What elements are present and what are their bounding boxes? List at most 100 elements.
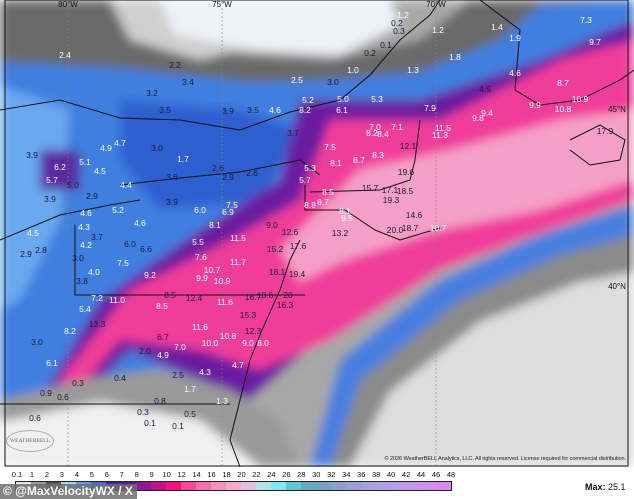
snowfall-value-label: 15.3 [240, 310, 257, 320]
snowfall-value-label: 6.9 [222, 207, 234, 217]
snowfall-value-label: 0.3 [393, 26, 405, 36]
snowfall-value-label: 17.6 [290, 241, 307, 251]
snowfall-value-label: 3.0 [327, 77, 339, 87]
lon-label-70w: 70°W [426, 0, 446, 9]
snowfall-value-label: 6.0 [124, 239, 136, 249]
source-watermark: © @MaxVelocityWX / X [0, 484, 137, 499]
snowfall-value-label: 2.2 [169, 60, 181, 70]
legend-tick-label: 12 [177, 470, 186, 479]
legend-swatch [391, 482, 406, 490]
legend-swatch [331, 482, 346, 490]
snowfall-value-label: 4.3 [78, 222, 90, 232]
snowfall-value-label: 2.8 [35, 245, 47, 255]
legend-swatch [271, 482, 286, 490]
snowfall-value-label: 8.7 [353, 155, 365, 165]
snowfall-value-label: 5.7 [299, 175, 311, 185]
snowfall-value-label: 17.1 [382, 185, 399, 195]
snowfall-value-label: 7.5 [226, 200, 238, 210]
copyright-notice: © 2026 WeatherBELL Analytics, LLC. All r… [384, 456, 626, 462]
legend-tick-label: 34 [342, 470, 351, 479]
snowfall-value-label: 12.4 [186, 293, 203, 303]
legend-swatch [226, 482, 241, 490]
snowfall-value-label: 3.4 [182, 77, 194, 87]
snowfall-value-label: 17.9 [597, 126, 614, 136]
legend-swatch [196, 482, 211, 490]
snowfall-value-label: 0.1 [144, 418, 156, 428]
snowfall-value-label: 1.9 [509, 33, 521, 43]
snowfall-value-label: 18.5 [397, 186, 414, 196]
snowfall-value-label: 3.9 [166, 197, 178, 207]
snowfall-value-label: 4.4 [120, 180, 132, 190]
snowfall-value-label: 2.5 [291, 75, 303, 85]
snowfall-value-label: 6.1 [46, 358, 58, 368]
snowfall-value-label: 0.5 [184, 409, 196, 419]
legend-swatch [136, 482, 151, 490]
snowfall-value-label: 10.9 [214, 276, 231, 286]
snowfall-value-label: 7.6 [195, 252, 207, 262]
snowfall-value-label: 8.1 [209, 220, 221, 230]
snowfall-value-label: 11.0 [109, 295, 125, 305]
legend-swatch [436, 482, 451, 490]
snowfall-value-label: 10.9 [572, 94, 589, 104]
snowfall-value-label: 5.0 [67, 180, 79, 190]
legend-tick-label: 48 [446, 470, 456, 479]
legend-tick-label: 38 [372, 470, 381, 479]
graticule [67, 8, 437, 466]
snowfall-value-label: 11.5 [435, 123, 451, 133]
legend-swatch [406, 482, 421, 490]
snowfall-value-label: 9.0 [266, 220, 278, 230]
lat-label-40n: 40°N [608, 282, 626, 291]
snowfall-value-label: 8.1 [339, 206, 351, 216]
legend-tick-label: 6 [104, 470, 109, 479]
legend-swatch [166, 482, 181, 490]
snowfall-value-label: 4.5 [94, 166, 106, 176]
snowfall-value-label: 5.3 [304, 163, 316, 173]
max-value: Max: 25.1 [585, 482, 626, 492]
snowfall-value-label: 7.0 [369, 122, 381, 132]
snowfall-value-label: 2.6 [212, 163, 224, 173]
snowfall-value-label: 8.2 [299, 105, 311, 115]
snowfall-value-label: 1.2 [432, 25, 444, 35]
snowfall-value-label: 4.3 [199, 367, 211, 377]
snowfall-value-label: 5.5 [192, 237, 204, 247]
max-label: Max: [585, 482, 606, 492]
lon-label-80w: 80°W [58, 0, 78, 9]
snowfall-value-label: 6.1 [336, 105, 348, 115]
legend-tick-label: 10 [162, 470, 171, 479]
snowfall-value-label: 8.3 [372, 150, 384, 160]
legend-tick-label: 24 [267, 470, 276, 479]
snowfall-value-label: 1.7 [184, 384, 196, 394]
snowfall-value-label: 3.7 [91, 232, 103, 242]
legend-tick-label: 0.1 [11, 470, 23, 479]
snowfall-value-label: 16.3 [277, 300, 294, 310]
snowfall-value-label: 2.9 [86, 191, 98, 201]
snowfall-value-label: 0.1 [380, 40, 392, 50]
map-canvas: 80°W 75°W 70°W 45°N 40°N 2.4 2.23.4 3.2 2.5… [0, 0, 634, 467]
snowfall-value-label: 4.2 [80, 240, 92, 250]
weatherbell-logo: WEATHERBELL [6, 430, 54, 452]
snowfall-value-label: 0.2 [391, 18, 403, 28]
snowfall-value-label: 20.0 [387, 225, 404, 235]
snowfall-value-label: 3.7 [287, 128, 299, 138]
snowfall-value-labels: 2.42.23.43.22.53.5 3.9 3.5 4.6 8.23.74.9 4.7 3… [20, 10, 613, 431]
snowfall-value-label: 4.9 [157, 350, 169, 360]
snowfall-value-label: 15.7 [362, 183, 379, 193]
snowfall-value-label: 3.8 [76, 276, 88, 286]
legend-swatch [211, 482, 226, 490]
snowfall-value-label: 18.7 [402, 223, 419, 233]
legend-swatch [181, 482, 196, 490]
snowfall-value-label: 5.1 [79, 157, 91, 167]
snowfall-value-label: 8.5 [156, 301, 168, 311]
snowfall-value-label: 11.6 [217, 297, 233, 307]
legend-tick-label: 26 [282, 470, 291, 479]
snowfall-value-label: 0.4 [114, 373, 126, 383]
snowfall-value-label: 13.2 [332, 228, 349, 238]
snowfall-value-label: 15.2 [267, 244, 284, 254]
legend-tick-label: 22 [252, 470, 261, 479]
legend-tick-label: 28 [297, 470, 306, 479]
snowfall-value-label: 0.3 [72, 378, 84, 388]
snowfall-value-label: 9.5 [341, 213, 353, 223]
snowfall-value-label: 8.2 [64, 326, 76, 336]
snowfall-value-label: 9.2 [144, 270, 156, 280]
legend-tick-label: 2 [44, 470, 50, 479]
